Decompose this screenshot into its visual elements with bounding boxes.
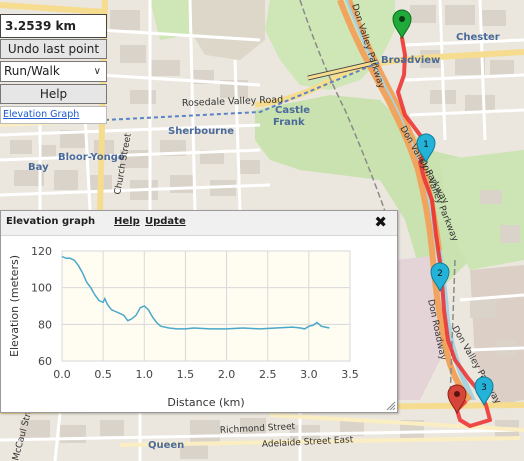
help-button[interactable]: Help [0,84,107,104]
svg-text:3: 3 [481,383,487,393]
activity-mode-select[interactable]: Run/Walk ∨ [0,61,107,82]
undo-last-point-button[interactable]: Undo last point [0,39,107,59]
label-sherbourne: Sherbourne [168,126,234,137]
x-tick-label: 0.0 [53,368,71,381]
label-rosedale-valley-road: Rosedale Valley Road [182,94,284,109]
x-tick-label: 3.0 [300,368,318,381]
marker-end[interactable] [447,384,467,415]
x-tick-label: 2.0 [218,368,236,381]
elevation-help-link[interactable]: Help [114,216,140,227]
elevation-graph-link[interactable]: Elevation Graph [0,106,107,124]
marker-km-2[interactable]: 2 [430,262,450,293]
label-richmond-street: Richmond Street [220,422,296,436]
label-bay: Bay [28,162,49,173]
x-axis-label: Distance (km) [167,396,244,409]
marker-start[interactable] [392,9,412,40]
elevation-update-link[interactable]: Update [145,216,186,227]
y-tick-label: 80 [38,318,52,331]
y-tick-label: 60 [38,355,52,368]
elevation-chart: 0.0 0.5 1.0 1.5 2.0 2.5 3.0 3.5 60 80 100 120 Dist… [8,245,359,409]
elevation-panel-title: Elevation graph [6,216,96,227]
chevron-down-icon: ∨ [93,66,101,77]
marker-km-1[interactable]: 1 [416,133,436,164]
resize-handle-icon[interactable] [386,401,396,411]
y-axis-label: Elevation (meters) [8,255,21,357]
label-queen: Queen [148,440,184,451]
x-tick-label: 1.0 [136,368,154,381]
label-adelaide-street: Adelaide Street East [262,435,354,450]
x-tick-label: 3.5 [341,368,359,381]
close-icon[interactable]: ✖ [374,213,387,231]
x-tick-label: 2.5 [259,368,277,381]
y-tick-label: 120 [31,245,52,258]
y-tick-label: 100 [31,282,52,295]
elevation-series-line [61,255,330,330]
svg-text:1: 1 [423,140,429,150]
elevation-graph-panel: Elevation graph Help Update ✖ 0.0 0.5 1.0 1… [0,210,398,413]
x-tick-label: 0.5 [94,368,112,381]
label-castle-frank: Castle Frank [273,105,310,128]
distance-readout: 3.2539 km [0,14,107,38]
elevation-panel-header[interactable]: Elevation graph Help Update ✖ [1,211,397,236]
svg-text:2: 2 [437,269,443,279]
label-broadview: Broadview [381,55,440,66]
chart-plot-area [61,250,351,362]
label-chester: Chester [456,32,500,43]
x-tick-label: 1.5 [177,368,195,381]
activity-mode-value: Run/Walk [4,64,60,78]
marker-km-3[interactable]: 3 [474,376,494,407]
label-bloor-yonge: Bloor-Yonge [58,152,125,163]
